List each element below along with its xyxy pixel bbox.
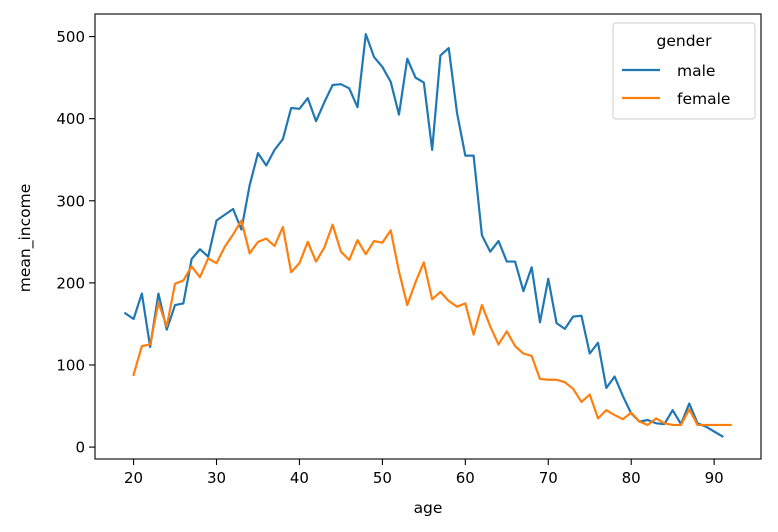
- x-tick-label: 90: [705, 469, 724, 487]
- x-tick-label: 70: [539, 469, 558, 487]
- plot-frame: [94, 13, 762, 460]
- plot-area: [94, 13, 762, 460]
- y-tick-label: 500: [56, 28, 85, 46]
- y-axis-label: mean_income: [16, 184, 35, 292]
- x-tick-label: 60: [456, 469, 475, 487]
- legend-label-female: female: [677, 90, 730, 108]
- axis-ticks: 20 30 40 50 60 70 80 90 0 100 200 300 400 500: [56, 28, 723, 487]
- x-axis-label: age: [414, 499, 443, 517]
- x-tick-label: 30: [207, 469, 226, 487]
- y-tick-label: 400: [56, 110, 85, 128]
- legend: gender male female: [612, 22, 756, 120]
- y-tick-label: 100: [56, 356, 85, 374]
- x-tick-label: 50: [373, 469, 392, 487]
- series-line-female: [132, 219, 732, 427]
- x-tick-label: 40: [290, 469, 309, 487]
- y-tick-label: 200: [56, 274, 85, 292]
- y-tick-label: 0: [75, 439, 85, 457]
- x-tick-label: 80: [622, 469, 641, 487]
- legend-frame: [612, 22, 756, 120]
- legend-title: gender: [657, 32, 713, 50]
- x-tick-label: 20: [124, 469, 143, 487]
- y-tick-label: 300: [56, 192, 85, 210]
- legend-label-male: male: [677, 62, 715, 80]
- series-line-male: [123, 33, 724, 438]
